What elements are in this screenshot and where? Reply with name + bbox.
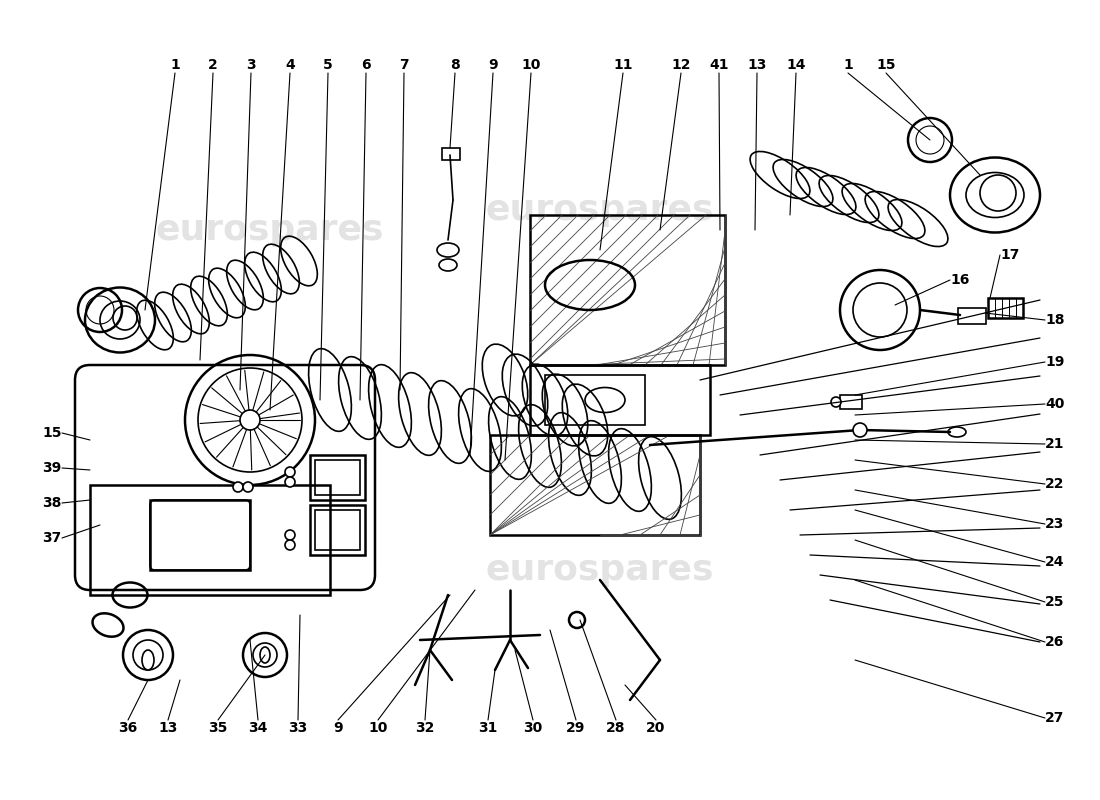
Bar (310, 505, 365, 555)
Text: 25: 25 (1045, 595, 1065, 609)
Ellipse shape (142, 650, 154, 670)
Bar (150, 500, 250, 570)
Text: 23: 23 (1045, 517, 1065, 531)
Circle shape (285, 467, 295, 477)
Bar (988, 298, 1023, 318)
Text: 5: 5 (323, 58, 333, 72)
Text: 9: 9 (333, 721, 343, 735)
Circle shape (240, 410, 260, 430)
Text: 19: 19 (1045, 355, 1065, 369)
Bar (958, 308, 986, 324)
Text: 1: 1 (170, 58, 180, 72)
Text: 21: 21 (1045, 437, 1065, 451)
Text: 4: 4 (285, 58, 295, 72)
Text: 12: 12 (671, 58, 691, 72)
Bar (90, 485, 330, 595)
Text: 15: 15 (877, 58, 895, 72)
Text: 31: 31 (478, 721, 497, 735)
Circle shape (285, 530, 295, 540)
Bar (530, 365, 710, 435)
Text: 9: 9 (488, 58, 498, 72)
Text: 1: 1 (843, 58, 852, 72)
Text: 14: 14 (786, 58, 805, 72)
Circle shape (830, 397, 842, 407)
Circle shape (243, 482, 253, 492)
Text: 22: 22 (1045, 477, 1065, 491)
Text: 34: 34 (249, 721, 267, 735)
Text: 8: 8 (450, 58, 460, 72)
Text: 7: 7 (399, 58, 409, 72)
Bar (315, 460, 360, 495)
Text: 15: 15 (42, 426, 62, 440)
Text: 20: 20 (647, 721, 666, 735)
Text: 24: 24 (1045, 555, 1065, 569)
Text: 2: 2 (208, 58, 218, 72)
Text: 39: 39 (43, 461, 62, 475)
Text: eurospares: eurospares (486, 553, 714, 587)
Text: 38: 38 (42, 496, 62, 510)
Circle shape (285, 540, 295, 550)
Bar (490, 435, 700, 535)
Text: 3: 3 (246, 58, 256, 72)
Text: 11: 11 (614, 58, 632, 72)
Text: 26: 26 (1045, 635, 1065, 649)
Circle shape (285, 477, 295, 487)
Text: 35: 35 (208, 721, 228, 735)
Bar (840, 395, 862, 409)
Bar (544, 375, 645, 425)
Text: 37: 37 (43, 531, 62, 545)
Text: 30: 30 (524, 721, 542, 735)
Circle shape (233, 482, 243, 492)
Bar (315, 510, 360, 550)
Text: 29: 29 (566, 721, 585, 735)
Text: 16: 16 (950, 273, 970, 287)
Text: eurospares: eurospares (486, 193, 714, 227)
Text: 28: 28 (606, 721, 626, 735)
Text: 41: 41 (710, 58, 728, 72)
Text: 33: 33 (288, 721, 308, 735)
Ellipse shape (260, 647, 270, 663)
Text: 17: 17 (1000, 248, 1020, 262)
Text: 36: 36 (119, 721, 138, 735)
Text: 27: 27 (1045, 711, 1065, 725)
Circle shape (852, 423, 867, 437)
Text: 6: 6 (361, 58, 371, 72)
Text: 10: 10 (368, 721, 387, 735)
Bar (442, 148, 460, 160)
Text: 13: 13 (747, 58, 767, 72)
Text: 10: 10 (521, 58, 541, 72)
Text: 18: 18 (1045, 313, 1065, 327)
Text: 32: 32 (416, 721, 434, 735)
Text: 13: 13 (158, 721, 178, 735)
Text: eurospares: eurospares (156, 213, 384, 247)
Text: 40: 40 (1045, 397, 1065, 411)
Bar (310, 455, 365, 500)
Bar (530, 215, 725, 365)
